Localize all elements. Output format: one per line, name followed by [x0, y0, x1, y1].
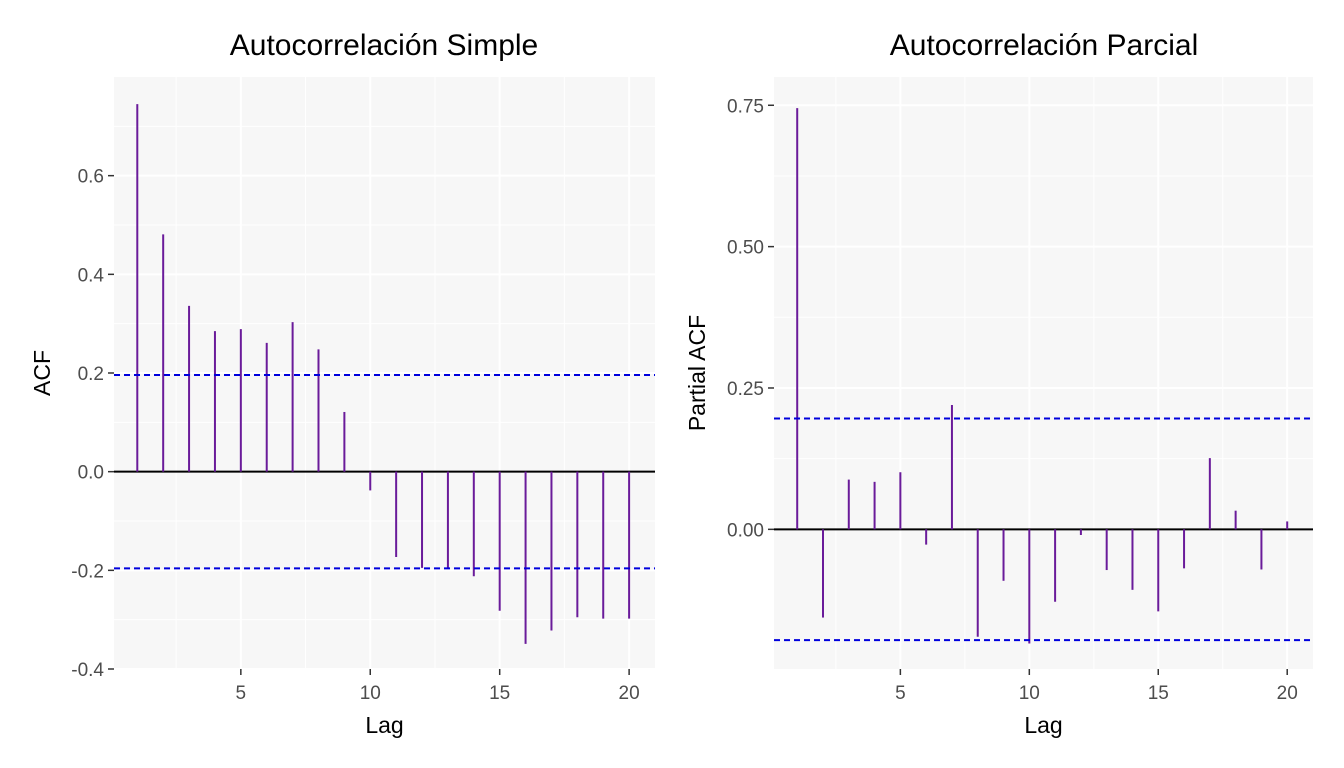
y-tick-label: 0.75 [727, 96, 764, 117]
pacf-panel: 0.00 0.25 0.50 0.75 5 10 15 20 Autocorrelación P… [684, 29, 1313, 738]
x-axis-label: Lag [1024, 712, 1062, 738]
plot-panel [774, 77, 1313, 669]
y-axis-label: Partial ACF [684, 315, 710, 431]
chart-title: Autocorrelación Parcial [890, 29, 1198, 62]
y-tick-label: -0.2 [71, 561, 104, 582]
x-tick-label: 10 [360, 683, 381, 704]
x-tick-label: 15 [489, 683, 510, 704]
y-tick-label: 0.50 [727, 238, 764, 259]
y-tick-label: 0.4 [78, 265, 105, 286]
x-tick-label: 15 [1148, 683, 1169, 704]
x-tick-label: 10 [1019, 683, 1040, 704]
y-axis-label: ACF [29, 350, 55, 396]
y-tick-label: 0.2 [78, 364, 104, 385]
chart-title: Autocorrelación Simple [230, 29, 538, 62]
y-tick-label: -0.4 [71, 660, 104, 681]
x-tick-label: 20 [1277, 683, 1298, 704]
x-tick-label: 5 [895, 683, 906, 704]
x-axis-label: Lag [365, 712, 403, 738]
x-tick-label: 20 [619, 683, 640, 704]
y-tick-label: 0.0 [78, 463, 104, 484]
y-tick-label: 0.6 [78, 167, 104, 188]
y-tick-label: 0.00 [727, 520, 764, 541]
acf-panel: -0.4 -0.2 0.0 0.2 0.4 0.6 5 10 15 20 Autocorrelaci… [29, 29, 655, 738]
y-tick-label: 0.25 [727, 379, 764, 400]
x-tick-label: 5 [236, 683, 247, 704]
